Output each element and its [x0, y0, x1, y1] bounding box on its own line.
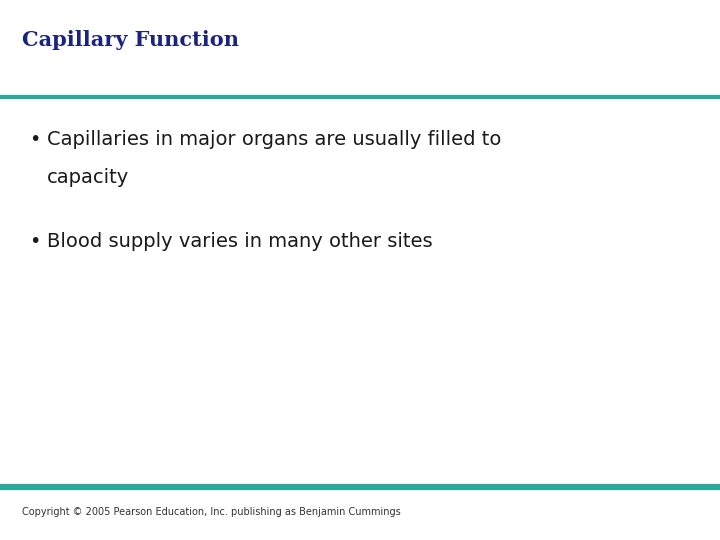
Text: capacity: capacity: [47, 168, 129, 187]
Text: Copyright © 2005 Pearson Education, Inc. publishing as Benjamin Cummings: Copyright © 2005 Pearson Education, Inc.…: [22, 507, 400, 517]
Text: •: •: [29, 130, 40, 148]
Text: Blood supply varies in many other sites: Blood supply varies in many other sites: [47, 232, 433, 251]
Text: Capillary Function: Capillary Function: [22, 30, 238, 50]
Text: •: •: [29, 232, 40, 251]
Text: Capillaries in major organs are usually filled to: Capillaries in major organs are usually …: [47, 130, 501, 148]
